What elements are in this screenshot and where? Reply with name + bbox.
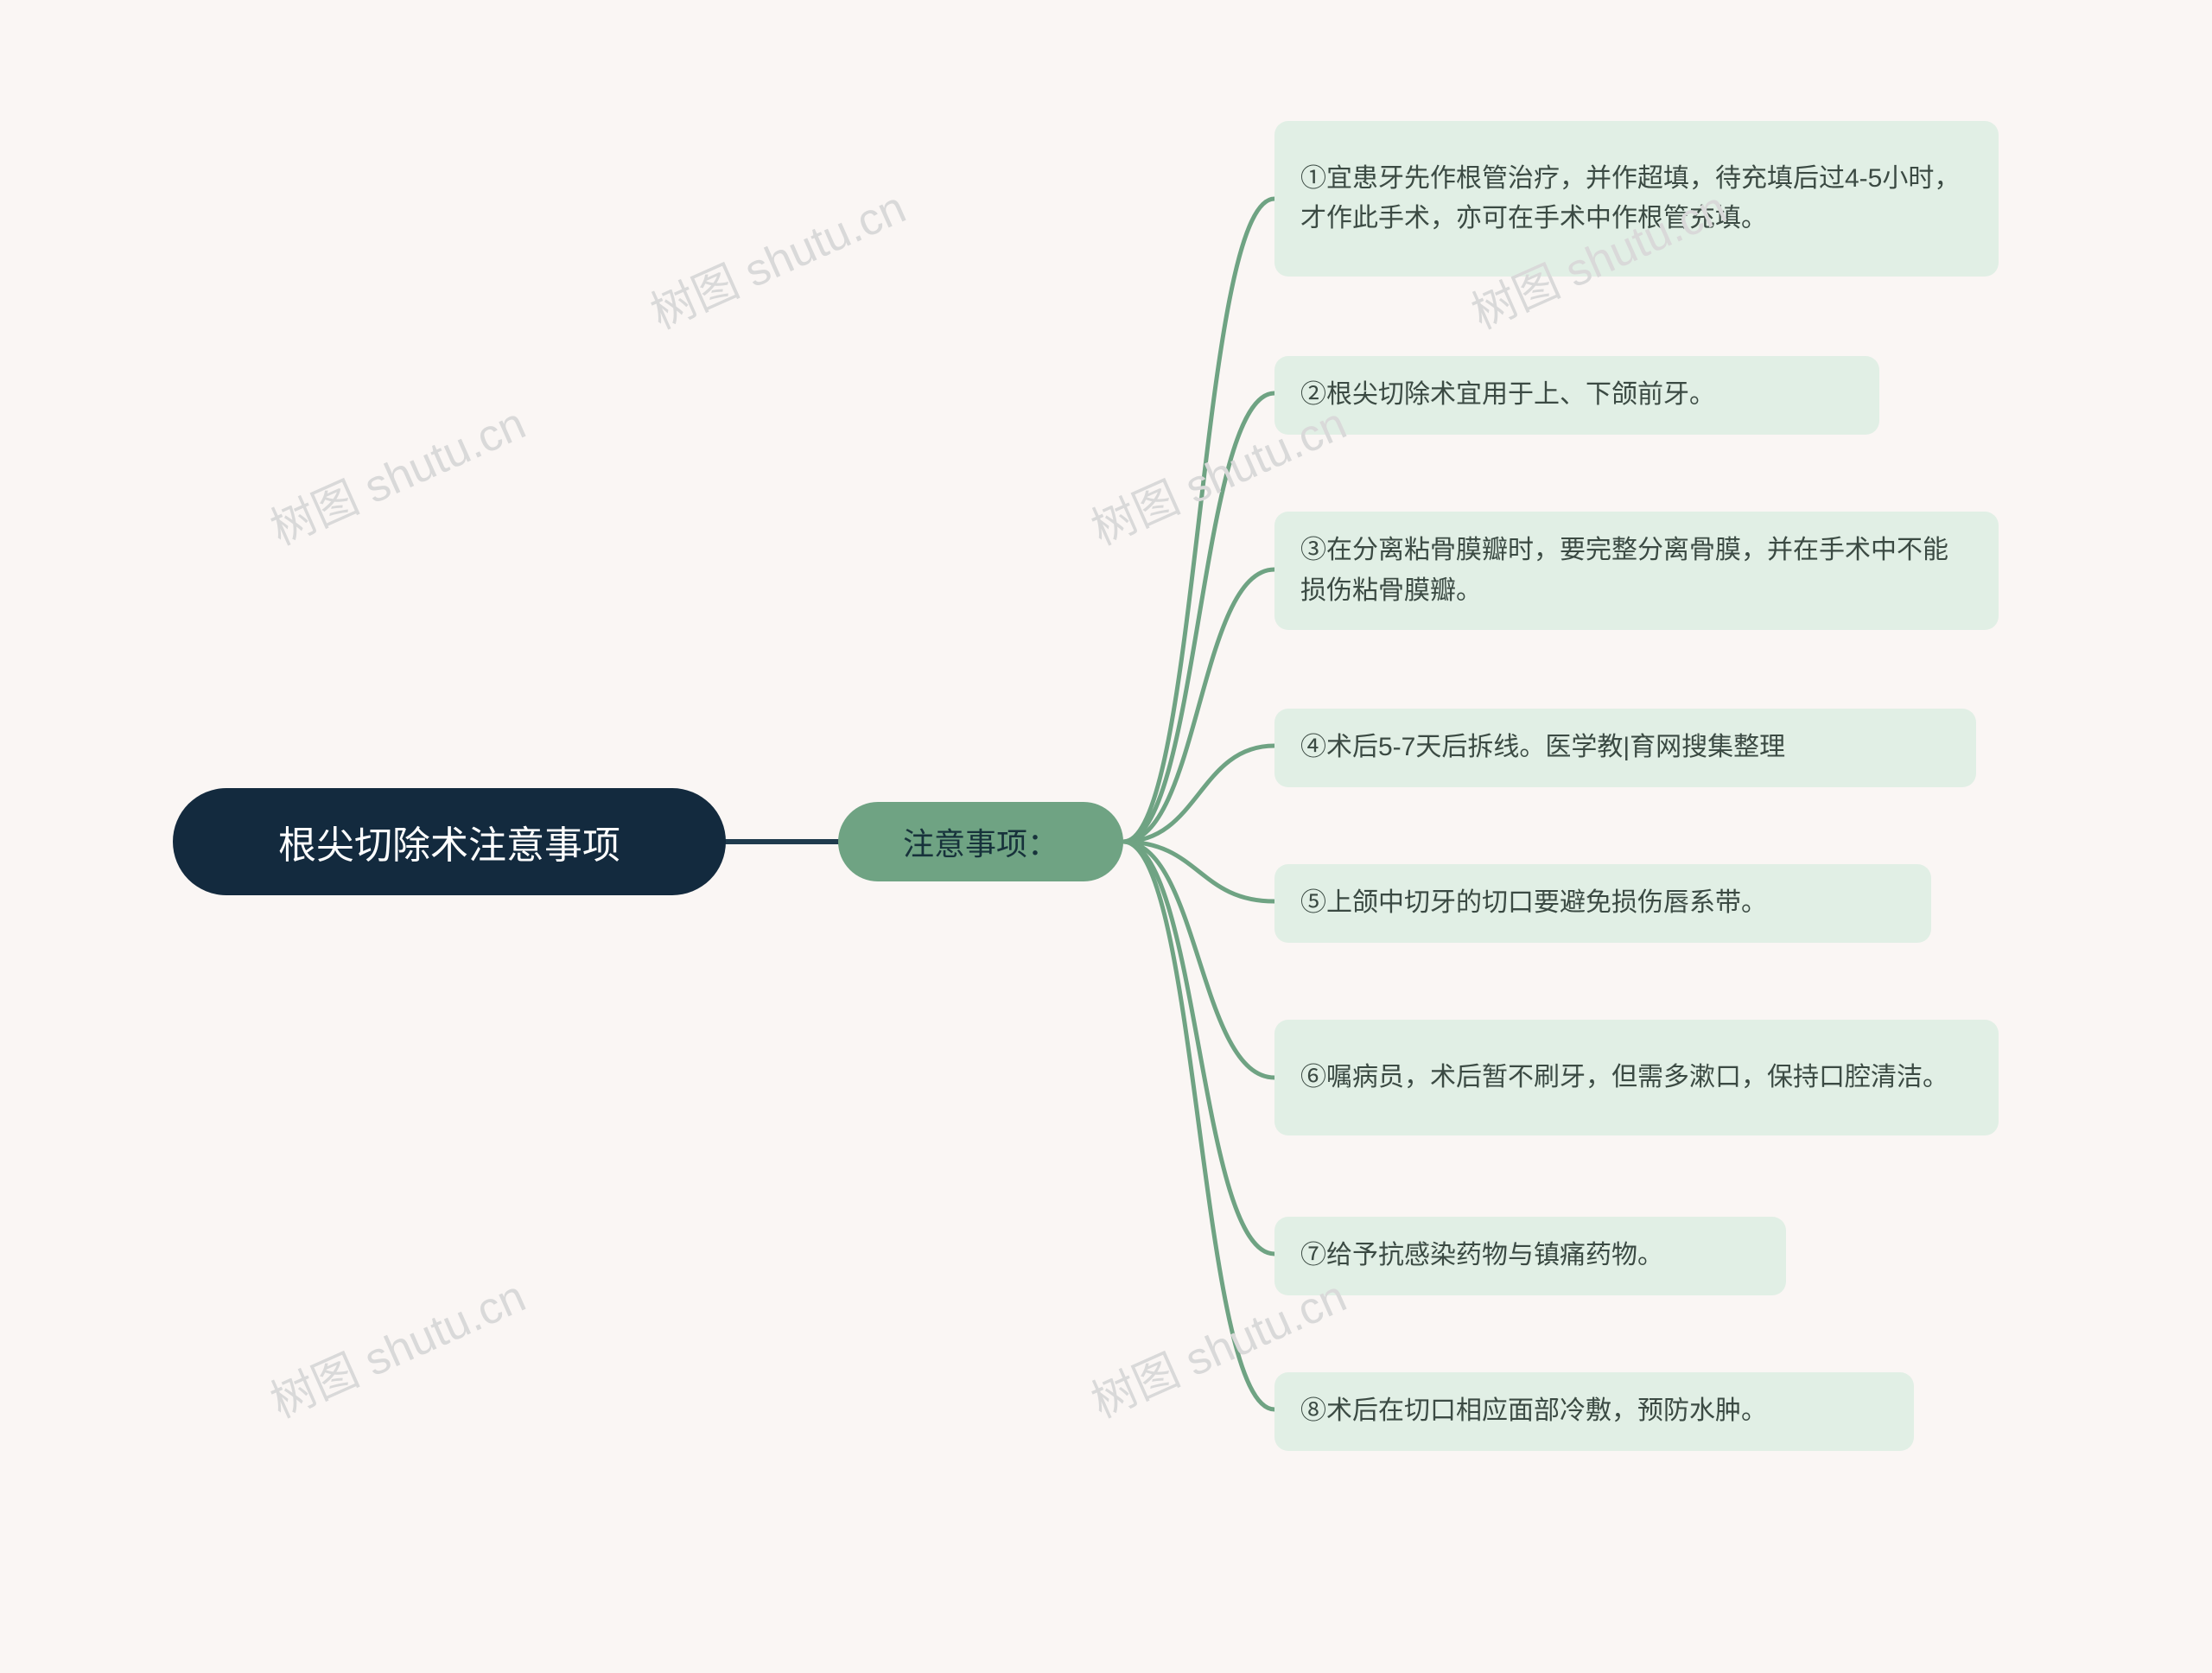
watermark: 树图 shutu.cn [639,171,913,341]
leaf-node: ②根尖切除术宜用于上、下颌前牙。 [1274,356,1879,435]
leaf-label: ④术后5-7天后拆线。医学教|育网搜集整理 [1300,728,1785,768]
leaf-label: ⑧术后在切口相应面部冷敷，预防水肿。 [1300,1391,1767,1432]
mid-node: 注意事项： [838,802,1123,881]
leaf-label: ①宜患牙先作根管治疗，并作超填，待充填后过4-5小时，才作此手术，亦可在手术中作… [1300,159,1973,239]
leaf-node: ⑥嘱病员，术后暂不刷牙，但需多漱口，保持口腔清洁。 [1274,1020,1999,1135]
leaf-node: ①宜患牙先作根管治疗，并作超填，待充填后过4-5小时，才作此手术，亦可在手术中作… [1274,121,1999,277]
leaf-node: ⑧术后在切口相应面部冷敷，预防水肿。 [1274,1372,1914,1451]
leaf-label: ⑦给予抗感染药物与镇痛药物。 [1300,1236,1663,1276]
mindmap-canvas: 根尖切除术注意事项 注意事项： ①宜患牙先作根管治疗，并作超填，待充填后过4-5… [0,0,2212,1673]
root-node: 根尖切除术注意事项 [173,788,726,895]
leaf-label: ③在分离粘骨膜瓣时，要完整分离骨膜，并在手术中不能损伤粘骨膜瓣。 [1300,531,1973,611]
leaf-node: ④术后5-7天后拆线。医学教|育网搜集整理 [1274,709,1976,787]
mid-label: 注意事项： [903,819,1058,864]
leaf-node: ③在分离粘骨膜瓣时，要完整分离骨膜，并在手术中不能损伤粘骨膜瓣。 [1274,512,1999,630]
root-label: 根尖切除术注意事项 [278,814,620,869]
leaf-label: ⑤上颌中切牙的切口要避免损伤唇系带。 [1300,883,1767,924]
leaf-label: ②根尖切除术宜用于上、下颌前牙。 [1300,375,1715,416]
leaf-node: ⑤上颌中切牙的切口要避免损伤唇系带。 [1274,864,1931,943]
watermark: 树图 shutu.cn [258,1260,533,1430]
watermark: 树图 shutu.cn [258,387,533,557]
leaf-node: ⑦给予抗感染药物与镇痛药物。 [1274,1217,1786,1295]
leaf-label: ⑥嘱病员，术后暂不刷牙，但需多漱口，保持口腔清洁。 [1300,1058,1948,1098]
